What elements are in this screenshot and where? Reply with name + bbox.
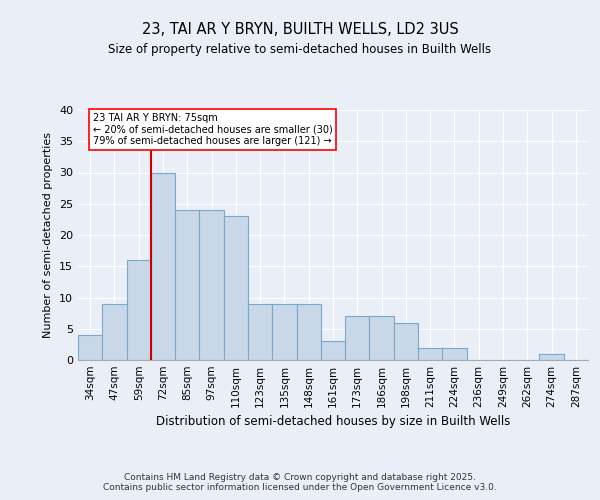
Text: 23, TAI AR Y BRYN, BUILTH WELLS, LD2 3US: 23, TAI AR Y BRYN, BUILTH WELLS, LD2 3US: [142, 22, 458, 38]
Bar: [175, 210, 199, 360]
Bar: [442, 348, 467, 360]
Bar: [394, 322, 418, 360]
Bar: [370, 316, 394, 360]
Bar: [224, 216, 248, 360]
Bar: [127, 260, 151, 360]
Bar: [418, 348, 442, 360]
Bar: [151, 172, 175, 360]
Bar: [78, 335, 102, 360]
Bar: [102, 304, 127, 360]
Text: 23 TAI AR Y BRYN: 75sqm
← 20% of semi-detached houses are smaller (30)
79% of se: 23 TAI AR Y BRYN: 75sqm ← 20% of semi-de…: [92, 113, 332, 146]
X-axis label: Distribution of semi-detached houses by size in Builth Wells: Distribution of semi-detached houses by …: [156, 416, 510, 428]
Bar: [321, 341, 345, 360]
Y-axis label: Number of semi-detached properties: Number of semi-detached properties: [43, 132, 53, 338]
Text: Size of property relative to semi-detached houses in Builth Wells: Size of property relative to semi-detach…: [109, 42, 491, 56]
Bar: [539, 354, 564, 360]
Bar: [199, 210, 224, 360]
Text: Contains HM Land Registry data © Crown copyright and database right 2025.
Contai: Contains HM Land Registry data © Crown c…: [103, 473, 497, 492]
Bar: [272, 304, 296, 360]
Bar: [345, 316, 370, 360]
Bar: [248, 304, 272, 360]
Bar: [296, 304, 321, 360]
